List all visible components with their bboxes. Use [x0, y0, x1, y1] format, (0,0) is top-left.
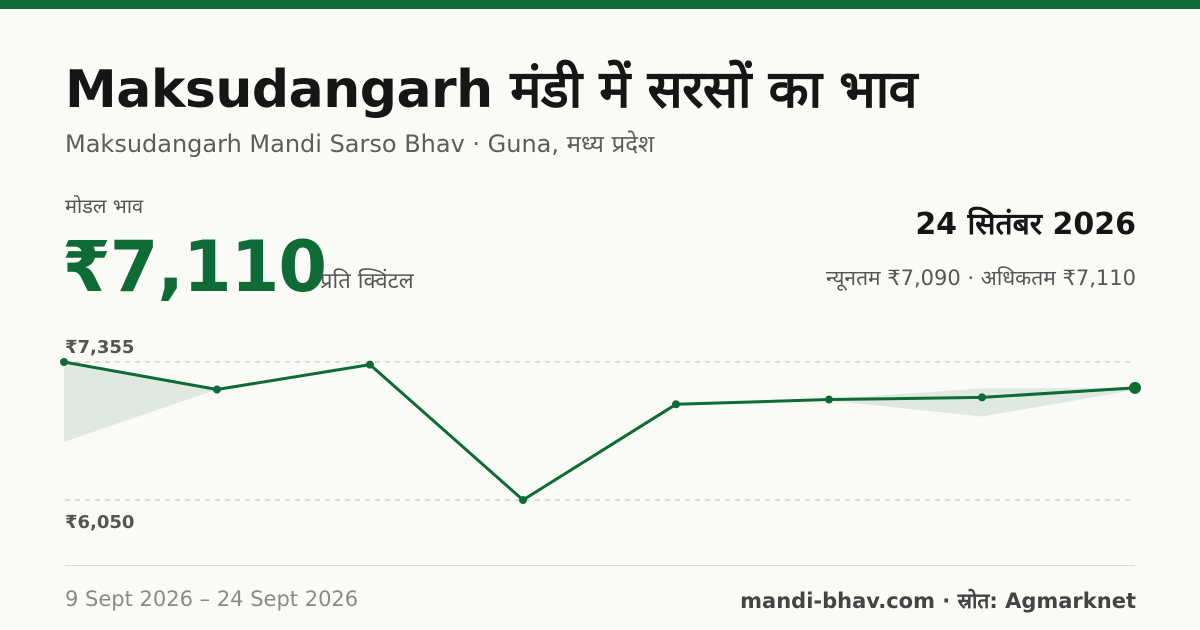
data-point [978, 393, 986, 402]
page-subtitle: Maksudangarh Mandi Sarso Bhav · Guna, मध… [65, 130, 655, 158]
price-unit: प्रति क्विंटल [320, 269, 414, 294]
data-point [366, 360, 374, 369]
modal-price-label: मोडल भाव [65, 194, 144, 218]
data-point [825, 395, 833, 404]
data-point [672, 400, 680, 409]
y-tick-label-max: ₹7,355 [65, 337, 134, 358]
price-trend-chart: ₹7,355 ₹6,050 [60, 337, 1141, 533]
footer-source: mandi-bhav.com · स्रोत: Agmarknet [740, 589, 1136, 613]
price-range-band [64, 362, 1135, 500]
min-max-range: न्यूनतम ₹7,090 · अधिकतम ₹7,110 [826, 266, 1136, 290]
footer-divider [65, 565, 1135, 566]
top-accent-bar [0, 0, 1200, 9]
data-point-latest [1129, 381, 1141, 394]
y-tick-label-min: ₹6,050 [65, 512, 134, 533]
data-point [519, 496, 527, 504]
data-point [213, 385, 221, 394]
page-title: Maksudangarh मंडी में सरसों का भाव [65, 60, 918, 120]
data-point [60, 358, 68, 366]
modal-price-line [63, 360, 1136, 502]
footer-date-range: 9 Sept 2026 – 24 Sept 2026 [65, 587, 359, 611]
modal-price-value: ₹7,110 [62, 226, 327, 308]
price-date: 24 सितंबर 2026 [915, 207, 1136, 242]
